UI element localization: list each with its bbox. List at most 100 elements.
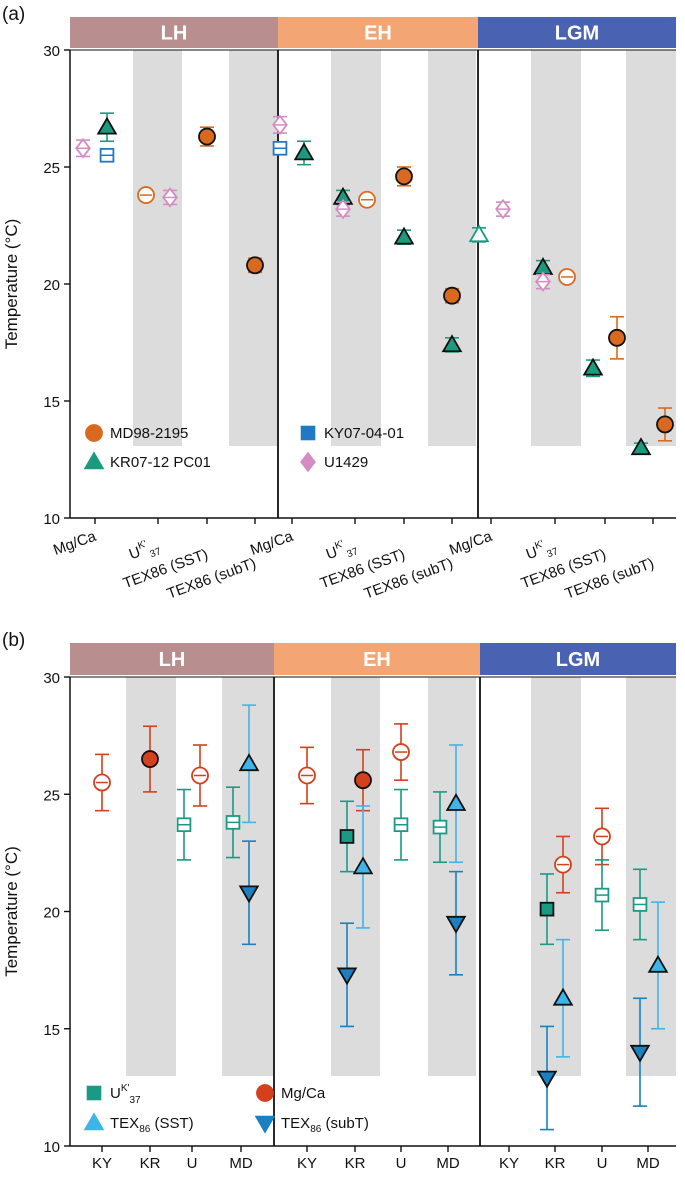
legend-marker [85,424,103,442]
data-point [198,127,216,146]
legend-marker [300,425,316,441]
legend-marker [83,451,105,470]
shade-band [531,50,581,446]
x-tick-label: U [396,1155,407,1172]
x-tick-label: Mg/Ca [248,528,296,559]
data-point [608,328,626,347]
legend-label: KY07-04-01 [324,425,404,442]
x-tick-label: U [187,1155,198,1172]
legend-label: UK'37 [110,1083,141,1106]
data-point [539,901,555,917]
x-tick-label: KR [140,1155,161,1172]
period-header-lgm [478,17,676,48]
panel-a: LH EH LGM 10 15 20 25 30 Temperature (°C) (a) Mg/C… [2,4,676,603]
x-tick-label: U [597,1155,608,1172]
data-point [582,357,604,376]
y-axis-title: Temperature (°C) [2,219,21,350]
y-axis-title: Temperature (°C) [2,846,21,977]
shade-band [222,677,274,1076]
y-tick-label: 20 [43,905,60,922]
data-point [96,116,118,135]
period-label: EH [364,23,392,45]
data-point [141,750,159,768]
legend-marker [86,1085,102,1101]
panel-label: (a) [2,4,25,25]
shade-band [531,677,581,1076]
data-point [647,954,669,973]
data-point [443,286,461,305]
x-tick-label: KY [92,1155,112,1172]
y-tick-label: 15 [43,394,60,411]
y-tick-label: 30 [43,670,60,687]
period-label: LH [159,649,186,671]
y-tick-label: 10 [43,1139,60,1156]
x-tick-label: Mg/Ca [51,528,99,559]
data-point [352,856,374,875]
x-tick-label: KY [499,1155,519,1172]
period-header-lh [70,643,274,675]
legend-marker [300,451,316,473]
x-tick-label: MD [229,1155,252,1172]
x-tick-label: UK'37 [523,535,560,567]
legend-label: TEX86 (subT) [281,1115,369,1135]
y-tick-label: 30 [43,43,60,60]
panel-b: LH EH LGM 10 15 20 25 30 Temperature (°C) (b) KY KR… [2,630,676,1172]
period-header-lgm [480,643,676,675]
data-point [293,142,315,161]
legend-label: KR07-12 PC01 [110,454,211,471]
legend-marker [254,1115,276,1134]
data-point [395,167,413,186]
period-header-lh [70,17,278,48]
shade-band [229,50,278,446]
legend-label: MD98-2195 [110,425,188,442]
data-point [393,226,415,245]
data-point [468,224,490,243]
panel-label: (b) [2,630,25,651]
data-point [536,1070,558,1089]
data-point [238,885,260,904]
x-tick-label: KR [345,1155,366,1172]
data-point [552,987,574,1006]
y-tick-label: 25 [43,160,60,177]
legend-marker [256,1084,274,1102]
legend-marker [83,1112,105,1131]
data-point [629,1044,651,1063]
y-tick-label: 20 [43,277,60,294]
data-point [630,437,652,456]
shade-band [126,677,176,1076]
y-tick-label: 25 [43,787,60,804]
x-tick-label: KR [545,1155,566,1172]
period-label: LH [161,23,188,45]
legend-label: TEX86 (SST) [110,1115,194,1135]
data-point [445,915,467,934]
data-point [445,793,467,811]
period-header-eh [274,643,480,675]
shade-band [331,50,381,446]
data-point [441,334,463,353]
x-tick-label: MD [436,1155,459,1172]
shade-band [428,50,476,446]
x-tick-label: KY [297,1155,317,1172]
shade-band [331,677,380,1076]
shade-band [626,677,676,1076]
legend-label: Mg/Ca [281,1085,326,1102]
data-point [238,753,260,772]
data-point [246,256,264,275]
y-tick-label: 10 [43,511,60,528]
x-tick-label: MD [636,1155,659,1172]
data-point [339,829,355,844]
legend: MD98-2195 KY07-04-01 KR07-12 PC01 U1429 [83,424,404,473]
x-tick-label: Mg/Ca [447,528,495,559]
period-label: LGM [556,649,600,671]
period-header-eh [278,17,478,48]
period-label: EH [363,649,391,671]
shade-band [626,50,676,446]
data-point [656,415,674,434]
data-point [336,967,358,986]
legend-label: U1429 [324,454,368,471]
shade-band [133,50,182,446]
legend: UK'37 Mg/Ca TEX86 (SST) TEX86 (subT) [83,1083,369,1135]
y-tick-label: 15 [43,1022,60,1039]
period-label: LGM [555,23,599,45]
